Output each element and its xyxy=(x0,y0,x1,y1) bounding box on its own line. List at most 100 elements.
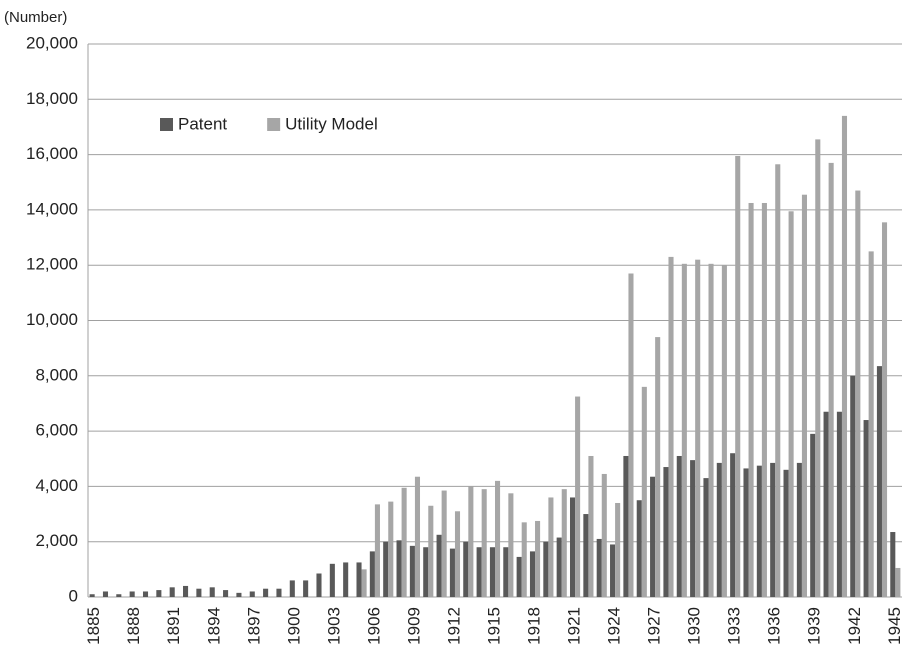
bar xyxy=(388,501,394,597)
y-tick-label: 6,000 xyxy=(35,421,78,440)
bar xyxy=(748,202,754,598)
x-tick-label: 1888 xyxy=(124,607,143,645)
bar xyxy=(876,366,882,597)
bar xyxy=(369,551,375,597)
bar xyxy=(489,547,495,597)
bar xyxy=(276,588,282,597)
y-tick-label: 2,000 xyxy=(35,531,78,550)
bar xyxy=(468,486,474,597)
legend-swatch xyxy=(267,118,281,131)
bar xyxy=(828,162,834,597)
legend-label: Patent xyxy=(178,114,227,133)
x-tick-label: 1909 xyxy=(404,607,423,645)
y-axis-label: (Number) xyxy=(4,9,67,26)
bar xyxy=(529,551,536,597)
bar xyxy=(695,259,701,597)
bar xyxy=(428,505,434,597)
bar xyxy=(783,469,789,597)
bar xyxy=(743,468,749,597)
bar xyxy=(601,473,607,597)
bar xyxy=(863,420,869,597)
y-tick-label: 18,000 xyxy=(26,89,78,108)
bar xyxy=(655,337,661,597)
bar xyxy=(142,591,149,597)
bar xyxy=(441,490,447,597)
bar xyxy=(249,591,255,597)
bar xyxy=(383,541,389,597)
bar xyxy=(454,511,461,597)
bar xyxy=(401,487,407,597)
x-tick-label: 1921 xyxy=(565,607,584,645)
bar xyxy=(756,465,762,597)
bar xyxy=(815,139,821,597)
y-tick-label: 0 xyxy=(69,586,78,605)
x-tick-label: 1927 xyxy=(645,607,664,645)
y-tick-label: 8,000 xyxy=(35,365,78,384)
bar xyxy=(561,489,567,597)
bar xyxy=(289,580,295,597)
bar xyxy=(89,594,95,597)
bar xyxy=(316,573,322,597)
bar xyxy=(775,164,781,597)
bar xyxy=(436,534,442,597)
bar xyxy=(823,411,829,597)
bar xyxy=(503,547,509,597)
bar xyxy=(356,562,362,597)
bar xyxy=(414,476,421,597)
x-tick-label: 1942 xyxy=(845,607,864,645)
y-tick-label: 20,000 xyxy=(26,33,78,52)
y-tick-label: 12,000 xyxy=(26,255,78,274)
bar xyxy=(676,455,682,597)
bar xyxy=(209,587,215,597)
bar xyxy=(810,433,816,597)
bar xyxy=(650,476,656,597)
legend-swatch xyxy=(160,118,173,131)
bar xyxy=(716,462,722,597)
legend-label: Utility Model xyxy=(285,114,378,133)
y-tick-label: 4,000 xyxy=(35,476,78,495)
bar xyxy=(543,541,549,597)
y-tick-label: 16,000 xyxy=(26,144,78,163)
bar xyxy=(730,453,736,597)
bar xyxy=(583,514,589,597)
bar xyxy=(329,563,335,597)
bar xyxy=(495,480,501,597)
bar xyxy=(690,460,696,597)
bar xyxy=(895,567,901,597)
bar xyxy=(396,540,402,597)
bar xyxy=(868,251,874,597)
bar xyxy=(836,411,842,597)
bar xyxy=(850,375,856,597)
bar xyxy=(681,263,687,597)
bar xyxy=(615,502,621,597)
bar xyxy=(236,592,242,597)
bar xyxy=(610,544,616,597)
bar xyxy=(668,256,674,597)
x-tick-label: 1897 xyxy=(244,607,263,645)
bar xyxy=(841,115,848,597)
bar xyxy=(663,467,669,597)
bar xyxy=(636,500,642,597)
bar xyxy=(156,590,162,597)
bar xyxy=(223,590,229,597)
bar xyxy=(548,497,554,597)
x-tick-label: 1924 xyxy=(605,607,624,645)
bar xyxy=(801,194,807,597)
bar xyxy=(770,462,776,597)
x-tick-label: 1903 xyxy=(324,607,343,645)
y-tick-label: 10,000 xyxy=(26,310,78,329)
bar xyxy=(575,396,581,597)
bar xyxy=(481,489,487,597)
x-tick-label: 1885 xyxy=(84,607,103,645)
x-tick-label: 1939 xyxy=(805,607,824,645)
bar xyxy=(508,493,514,597)
bar xyxy=(588,455,594,597)
bar xyxy=(596,538,602,597)
bar xyxy=(102,591,109,597)
bar xyxy=(169,587,175,597)
bar xyxy=(708,263,714,597)
bar xyxy=(343,562,349,597)
x-tick-label: 1900 xyxy=(284,607,303,645)
bar xyxy=(890,532,896,597)
bar xyxy=(623,455,629,597)
